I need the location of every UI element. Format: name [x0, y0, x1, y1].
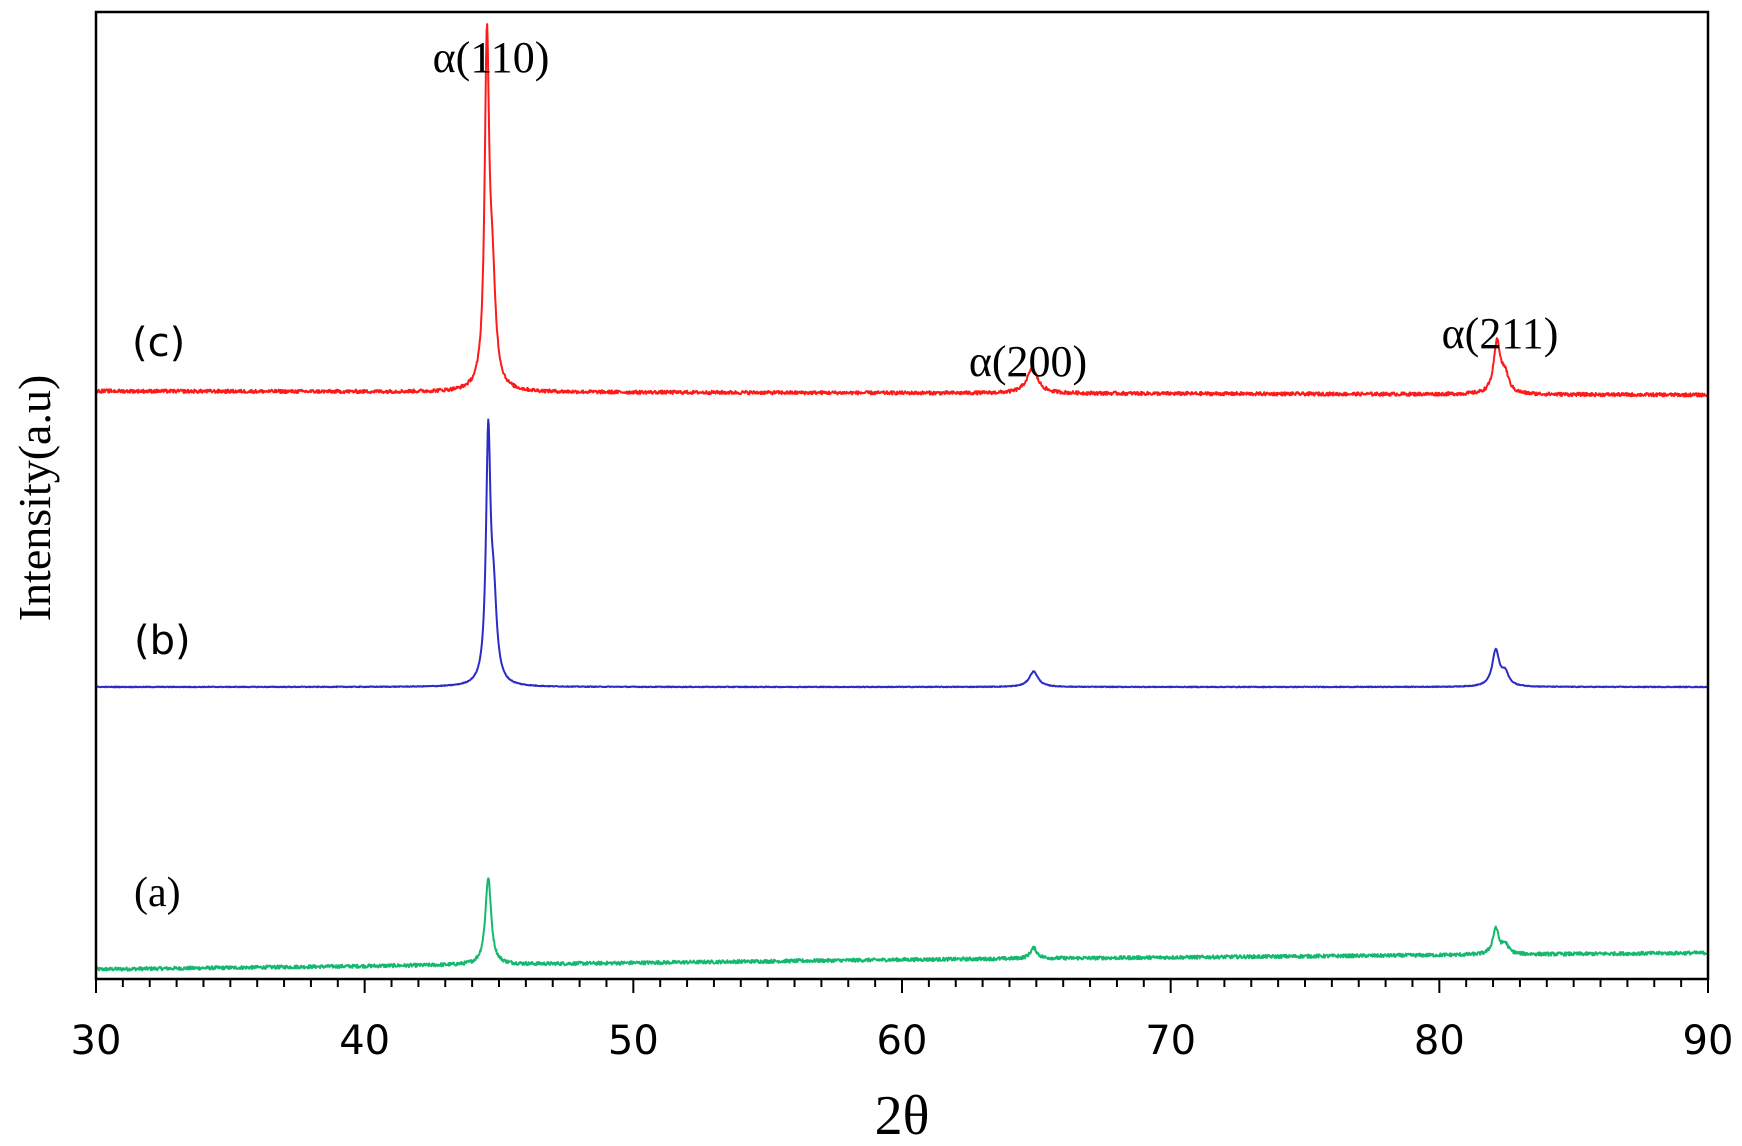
x-tick-label: 60: [877, 1018, 928, 1064]
x-tick-label: 90: [1683, 1018, 1734, 1064]
series-traces: [95, 23, 1709, 972]
peak-label: α(211): [1442, 309, 1559, 358]
series-line-a: [95, 877, 1709, 972]
x-tick-label: 50: [608, 1018, 659, 1064]
series-label: (c): [132, 320, 185, 366]
peak-annotations: α(110) α(200) α(211): [433, 33, 1559, 386]
peak-label: α(200): [969, 337, 1087, 386]
x-tick-label: 80: [1414, 1018, 1465, 1064]
x-axis-tick-labels: 30 40 50 60 70 80 90: [71, 1018, 1734, 1064]
plot-frame: [94, 10, 1710, 981]
series-label: (b): [134, 618, 191, 664]
series-line-b: [95, 418, 1709, 689]
series-label: (a): [134, 870, 181, 916]
x-tick-label: 70: [1145, 1018, 1196, 1064]
y-axis-title: Intensity(a.u): [9, 375, 60, 622]
series-labels: (a) (b) (c): [132, 320, 191, 916]
peak-label: α(110): [433, 33, 550, 82]
x-tick-label: 40: [339, 1018, 390, 1064]
x-tick-label: 30: [71, 1018, 122, 1064]
series-line-c: [95, 23, 1709, 398]
x-axis-ticks: [95, 979, 1709, 993]
x-axis-title: 2θ: [875, 1085, 930, 1146]
